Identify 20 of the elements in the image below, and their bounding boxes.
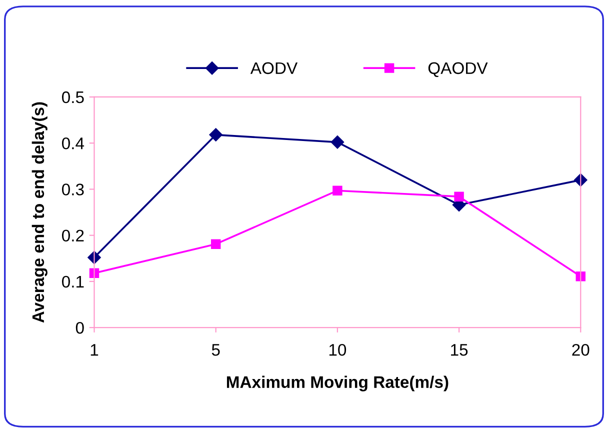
y-tick-label: 0 — [76, 322, 84, 334]
x-tick-label: 15 — [451, 344, 468, 356]
x-tick-label: 20 — [572, 344, 590, 356]
y-tick-label: 0.2 — [62, 230, 84, 242]
x-tick-label: 10 — [329, 344, 346, 356]
y-tick-label: 0.1 — [62, 276, 84, 288]
point — [332, 186, 342, 196]
y-axis-title: Average end to end delay(s) — [32, 102, 48, 323]
x-tick-label: 1 — [90, 344, 98, 356]
point — [210, 239, 221, 249]
point — [330, 136, 344, 149]
legend-label: QAODV — [428, 62, 488, 78]
y-tick-label: 0.5 — [62, 91, 84, 104]
y-tick-label: 0.4 — [62, 137, 84, 150]
y-tick-label: 0.3 — [62, 184, 84, 196]
point — [209, 128, 222, 142]
x-tick-label: 5 — [212, 344, 220, 356]
legend-label: AODV — [250, 62, 298, 74]
x-axis-title: MAximum Moving Rate(m/s) — [226, 376, 448, 392]
point — [454, 192, 464, 202]
